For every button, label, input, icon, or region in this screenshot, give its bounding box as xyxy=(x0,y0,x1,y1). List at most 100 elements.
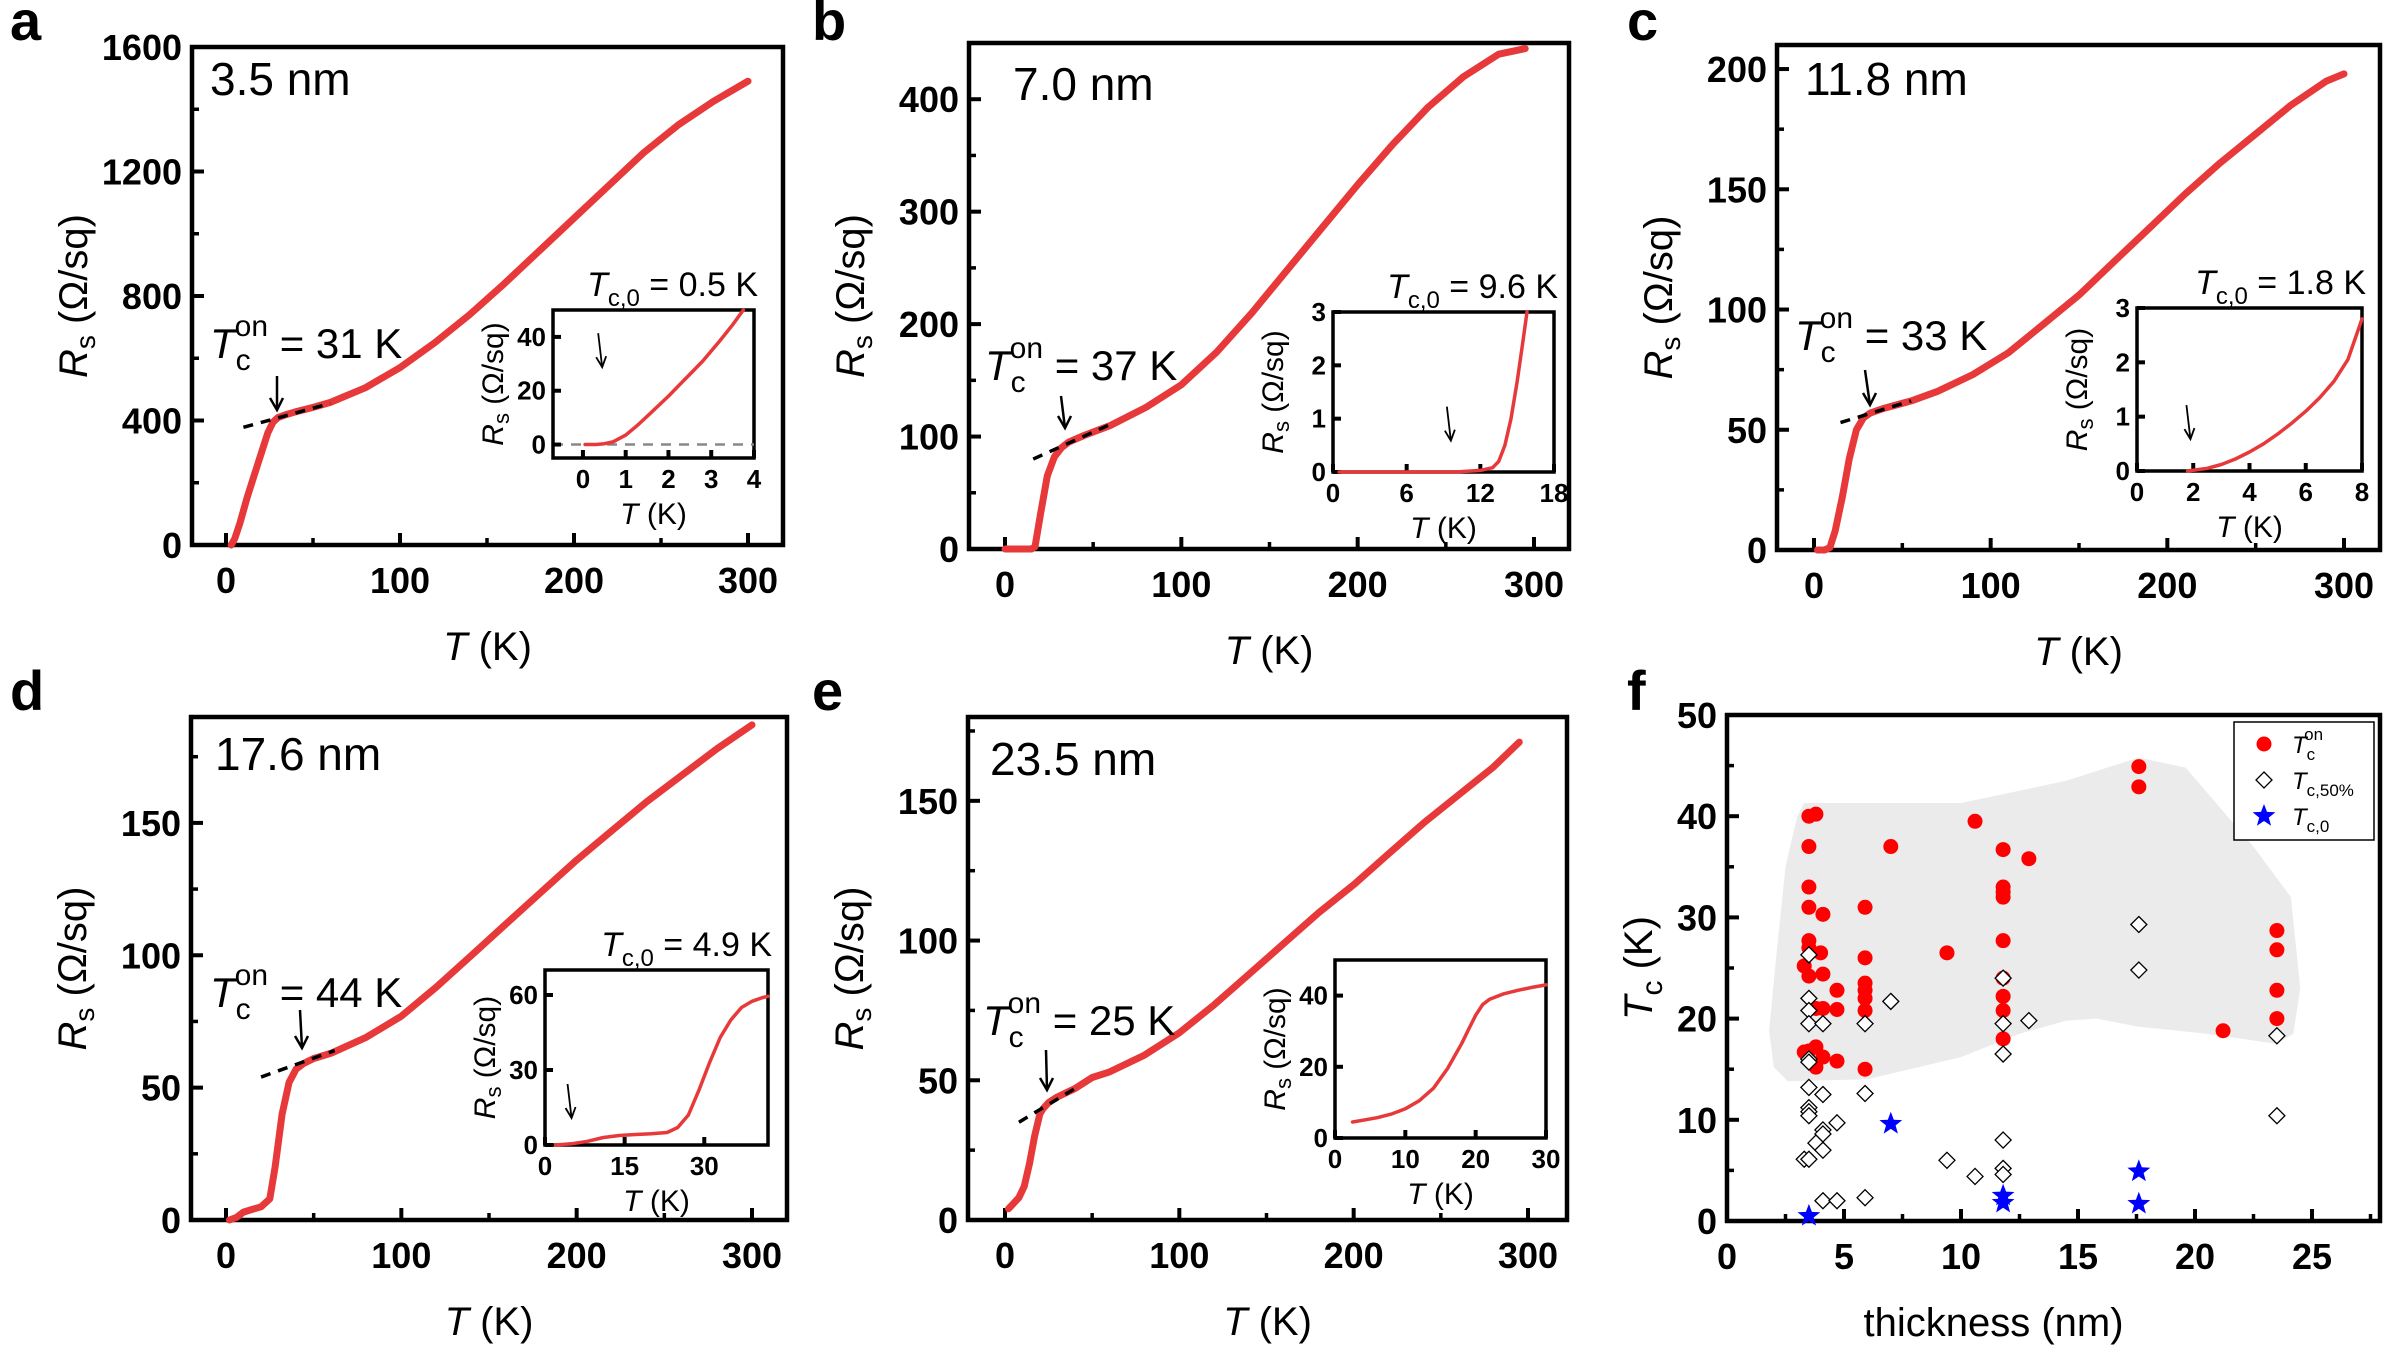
x-axis-label-var: T xyxy=(1225,629,1252,673)
y-axis-label: Rs (Ω/sq) xyxy=(829,214,878,378)
arrow-head-icon xyxy=(1056,415,1073,431)
x-axis-label-unit: (K) xyxy=(2059,630,2123,674)
tc0-value: = 4.9 K xyxy=(654,926,772,964)
y-tick-label: 50 xyxy=(141,1068,181,1109)
inset-y-tick-label: 3 xyxy=(2116,293,2130,323)
inset-y-tick-label: 3 xyxy=(1312,297,1326,327)
y-axis-label-sub: s xyxy=(70,335,101,349)
inset-x-tick-label: 4 xyxy=(747,464,762,494)
legend-label: Tc,50% xyxy=(2292,768,2354,800)
inset-y-label-unit: (Ω/sq) xyxy=(469,996,502,1087)
tc-onset-label: Tcon = 33 K xyxy=(1795,302,1987,369)
inset-x-label-var: T xyxy=(620,498,641,531)
y-tick-label: 10 xyxy=(1677,1100,1717,1141)
tc0-arrow xyxy=(566,1083,573,1119)
y-tick-label: 300 xyxy=(899,192,959,233)
thickness-label: 7.0 nm xyxy=(1013,58,1154,110)
arrow-head-icon xyxy=(293,1035,310,1051)
y-tick-label: 40 xyxy=(1677,796,1717,837)
inset-x-tick-label: 0 xyxy=(1328,1144,1342,1174)
tc0-var: T xyxy=(601,926,624,964)
tc-label-sub: c xyxy=(1821,336,1836,369)
arrow-head-icon xyxy=(564,1106,577,1121)
tc0-sub: c,0 xyxy=(2216,283,2248,310)
inset-x-tick-label: 0 xyxy=(2130,477,2144,507)
tc-label-value: = 33 K xyxy=(1853,312,1987,359)
rs-curve xyxy=(1814,70,2348,554)
data-point xyxy=(1799,945,1818,964)
legend-label: Tc,0 xyxy=(2292,804,2329,836)
legend-sup: on xyxy=(2304,725,2323,744)
x-axis-label-var: T xyxy=(2034,630,2061,674)
panel-f: f 0 5 10 15 20 25 0 10 20 30 40 50 thickness (nm) Tc (… xyxy=(1617,659,2383,1345)
tc-label-value: = 44 K xyxy=(268,969,402,1016)
y-axis-label-sub: s xyxy=(1655,337,1686,351)
data-point xyxy=(1966,1167,1984,1186)
data-point xyxy=(1801,879,1817,895)
inset-y-tick-label: 20 xyxy=(1299,1052,1328,1082)
x-axis-label: T (K) xyxy=(443,625,532,669)
y-tick-label: 150 xyxy=(898,781,958,822)
thickness-label: 23.5 nm xyxy=(990,733,1156,785)
data-point xyxy=(1799,1150,1818,1169)
normal-state-fit-line xyxy=(1839,399,1912,425)
inset-x-tick-label: 6 xyxy=(1399,478,1413,508)
tc-onset-arrow xyxy=(1863,369,1872,406)
inset-rs-curve xyxy=(1350,983,1548,1124)
arrow-head-icon xyxy=(1861,392,1878,408)
data-point xyxy=(1801,839,1817,855)
y-tick-label: 800 xyxy=(122,276,182,317)
y-tick-label: 100 xyxy=(899,417,959,458)
inset-y-tick-label: 40 xyxy=(517,322,546,352)
inset-y-label-sub: s xyxy=(1271,1078,1296,1089)
inset-x-axis-label: T (K) xyxy=(620,498,687,531)
data-point xyxy=(1857,1003,1873,1019)
data-point xyxy=(1815,1000,1831,1016)
tc-label-value: = 31 K xyxy=(268,320,402,367)
inset-title-tc0: Tc,0 = 4.9 K xyxy=(601,926,772,972)
data-point xyxy=(1857,899,1873,915)
data-point xyxy=(1799,1053,1818,1072)
x-tick-label: 100 xyxy=(1151,564,1211,605)
y-axis-label-sub: c xyxy=(1636,981,1669,996)
rs-curve xyxy=(1001,45,1529,553)
inset-y-axis-label: Rs (Ω/sq) xyxy=(469,996,506,1119)
data-point xyxy=(1828,1191,1846,1210)
tc-label-sub: c xyxy=(236,993,251,1026)
thickness-label: 3.5 nm xyxy=(210,53,351,105)
normal-state-fit-line xyxy=(1032,422,1112,461)
inset-y-label-unit: (Ω/sq) xyxy=(2061,328,2094,419)
y-axis-label: Rs (Ω/sq) xyxy=(828,887,877,1051)
tc0-arrow xyxy=(1445,406,1452,441)
data-point xyxy=(1994,969,2013,988)
inset-x-label-var: T xyxy=(2216,511,2237,544)
panel-letter: f xyxy=(1627,659,1646,722)
data-point xyxy=(1995,933,2011,949)
inset-x-tick-label: 10 xyxy=(1391,1144,1420,1174)
inset-x-tick-label: 15 xyxy=(610,1151,639,1181)
tc-onset-arrow xyxy=(298,1009,304,1049)
inset-x-tick-label: 0 xyxy=(576,464,590,494)
x-tick-label: 0 xyxy=(1804,565,1824,606)
inset-y-tick-label: 1 xyxy=(2116,402,2130,432)
inset-x-label-unit: (K) xyxy=(2235,511,2283,544)
inset-y-label-sub: s xyxy=(481,1087,506,1098)
arrow-head-icon xyxy=(1038,1077,1055,1093)
tc-label-sub: c xyxy=(236,344,251,377)
inset-x-label-unit: (K) xyxy=(642,1185,690,1218)
inset-x-tick-label: 18 xyxy=(1540,478,1569,508)
inset-x-label-var: T xyxy=(623,1185,644,1218)
inset-y-axis-label: Rs (Ω/sq) xyxy=(477,322,514,445)
data-point xyxy=(1994,1014,2013,1033)
data-point xyxy=(1883,839,1899,855)
inset-y-label-var: R xyxy=(1257,432,1290,454)
inset-y-axis-label: Rs (Ω/sq) xyxy=(2061,328,2098,451)
y-axis-label-unit: (Ω/sq) xyxy=(829,214,873,335)
normal-state-fit-line xyxy=(260,1048,336,1079)
x-axis-label: T (K) xyxy=(445,1300,534,1344)
data-point xyxy=(1991,1190,2015,1213)
inset-y-axis-label: Rs (Ω/sq) xyxy=(1257,330,1294,453)
inset-x-label-unit: (K) xyxy=(1426,1178,1474,1211)
